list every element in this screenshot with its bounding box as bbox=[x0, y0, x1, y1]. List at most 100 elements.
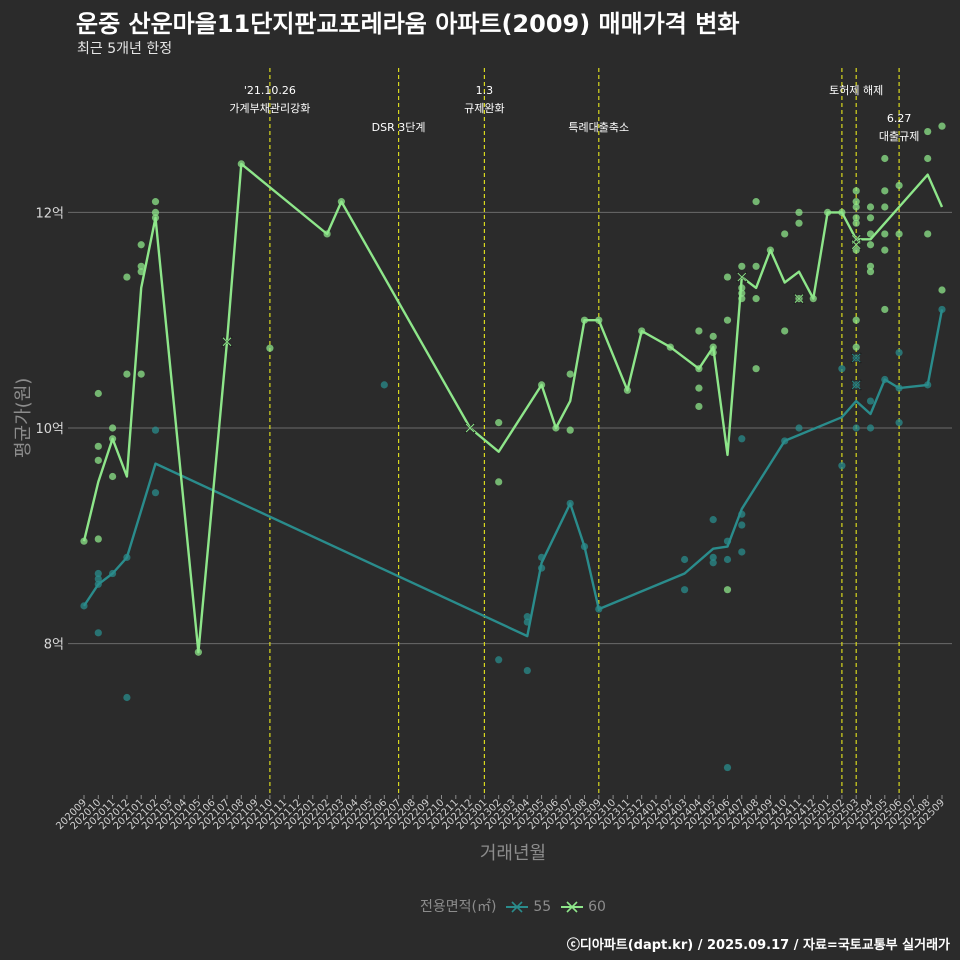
point-series-60 bbox=[495, 419, 503, 427]
point-series-55 bbox=[866, 424, 875, 432]
point-series-60 bbox=[109, 424, 117, 432]
event-label: DSR 3단계 bbox=[372, 121, 426, 134]
point-series-60 bbox=[852, 219, 860, 227]
legend-swatch-60 bbox=[560, 901, 583, 913]
point-series-60 bbox=[881, 187, 889, 195]
line-series-55 bbox=[82, 309, 944, 638]
point-series-60 bbox=[938, 122, 946, 130]
point-series-55 bbox=[94, 569, 102, 578]
point-series-60 bbox=[852, 246, 860, 254]
event-label: 6.27 bbox=[887, 112, 912, 125]
point-series-60 bbox=[866, 262, 875, 270]
y-tick-label: 8억 bbox=[44, 638, 64, 653]
point-series-55 bbox=[123, 693, 131, 702]
cross-marker-inner-55 bbox=[851, 380, 861, 390]
event-label: 가계부채관리강화 bbox=[229, 102, 310, 115]
cross-marker-inner-60 bbox=[737, 272, 747, 282]
point-series-55 bbox=[795, 424, 803, 432]
point-series-60 bbox=[795, 219, 803, 227]
point-series-60 bbox=[752, 365, 760, 373]
point-series-60 bbox=[151, 198, 160, 206]
chart-title: 운중 산운마을11단지판교포레라움 아파트(2009) 매매가격 변화 bbox=[76, 10, 740, 38]
point-series-55 bbox=[895, 348, 903, 357]
point-series-55 bbox=[866, 397, 875, 405]
point-series-60 bbox=[266, 344, 274, 352]
point-series-60 bbox=[852, 343, 860, 351]
event-label: '21.10.26 bbox=[244, 84, 296, 97]
cross-marker-inner-55 bbox=[851, 353, 861, 363]
point-series-60 bbox=[752, 198, 760, 206]
point-series-55 bbox=[94, 629, 102, 637]
point-series-60 bbox=[852, 187, 860, 195]
point-series-60 bbox=[738, 262, 746, 270]
point-series-60 bbox=[852, 316, 860, 324]
legend-item-55: 55 bbox=[505, 899, 551, 915]
event-label: 1.3 bbox=[476, 84, 494, 97]
point-series-55 bbox=[151, 426, 160, 434]
point-series-60 bbox=[866, 214, 875, 222]
event-label: 대출규제 bbox=[879, 130, 919, 143]
point-series-55 bbox=[523, 666, 531, 675]
point-series-60 bbox=[924, 154, 932, 163]
point-series-55 bbox=[709, 516, 717, 524]
point-series-60 bbox=[895, 181, 903, 190]
point-series-55 bbox=[738, 548, 746, 556]
cross-marker-inner-60 bbox=[465, 423, 475, 433]
point-series-60 bbox=[752, 295, 760, 303]
point-series-60 bbox=[566, 426, 574, 434]
point-series-60 bbox=[881, 203, 889, 211]
legend-swatch-55 bbox=[505, 901, 528, 913]
point-series-60 bbox=[781, 230, 789, 238]
point-series-60 bbox=[881, 305, 889, 314]
point-series-60 bbox=[852, 203, 860, 211]
point-series-60 bbox=[123, 273, 131, 281]
point-series-60 bbox=[151, 208, 160, 216]
legend-label-55: 55 bbox=[533, 899, 552, 915]
point-series-55 bbox=[523, 613, 531, 621]
point-series-55 bbox=[94, 575, 102, 583]
point-series-60 bbox=[881, 230, 889, 238]
point-series-60 bbox=[895, 230, 903, 238]
point-series-60 bbox=[881, 154, 889, 163]
point-series-60 bbox=[881, 246, 889, 254]
point-series-55 bbox=[380, 381, 388, 389]
x-axis-label: 거래년월 bbox=[479, 843, 547, 864]
point-series-55 bbox=[151, 489, 160, 497]
cross-marker-inner-60 bbox=[794, 294, 804, 303]
point-series-60 bbox=[137, 262, 145, 270]
legend-title: 전용면적(㎡) bbox=[420, 899, 497, 915]
point-series-60 bbox=[137, 241, 145, 249]
point-series-60 bbox=[852, 214, 860, 222]
point-series-55 bbox=[852, 424, 860, 432]
y-tick-label: 10억 bbox=[35, 422, 64, 437]
point-series-60 bbox=[94, 389, 102, 398]
chart-subtitle: 최근 5개년 한정 bbox=[77, 41, 173, 57]
point-series-55 bbox=[495, 656, 503, 664]
point-series-55 bbox=[709, 559, 717, 567]
point-series-55 bbox=[838, 462, 846, 470]
point-series-60 bbox=[723, 273, 732, 281]
event-label: 규제완화 bbox=[464, 102, 504, 115]
point-series-55 bbox=[738, 521, 746, 529]
point-series-60 bbox=[781, 327, 789, 335]
point-series-60 bbox=[94, 535, 102, 543]
point-series-60 bbox=[938, 286, 946, 294]
point-series-60 bbox=[795, 208, 803, 216]
point-series-55 bbox=[738, 435, 746, 443]
cross-marker-inner-60 bbox=[851, 240, 861, 250]
point-series-60 bbox=[723, 316, 732, 324]
point-series-55 bbox=[681, 586, 689, 594]
point-series-60 bbox=[924, 127, 932, 136]
point-series-55 bbox=[709, 553, 717, 561]
point-series-60 bbox=[137, 370, 145, 378]
point-series-60 bbox=[109, 472, 117, 481]
point-series-60 bbox=[709, 332, 717, 340]
cross-marker-inner-60 bbox=[222, 337, 232, 347]
y-tick-label: 12억 bbox=[35, 206, 64, 221]
point-series-55 bbox=[723, 763, 732, 772]
point-series-55 bbox=[838, 365, 846, 373]
point-series-60 bbox=[866, 268, 875, 276]
point-series-60 bbox=[123, 370, 131, 378]
event-label: 특례대출축소 bbox=[568, 121, 629, 134]
legend-item-60: 60 bbox=[560, 899, 606, 915]
